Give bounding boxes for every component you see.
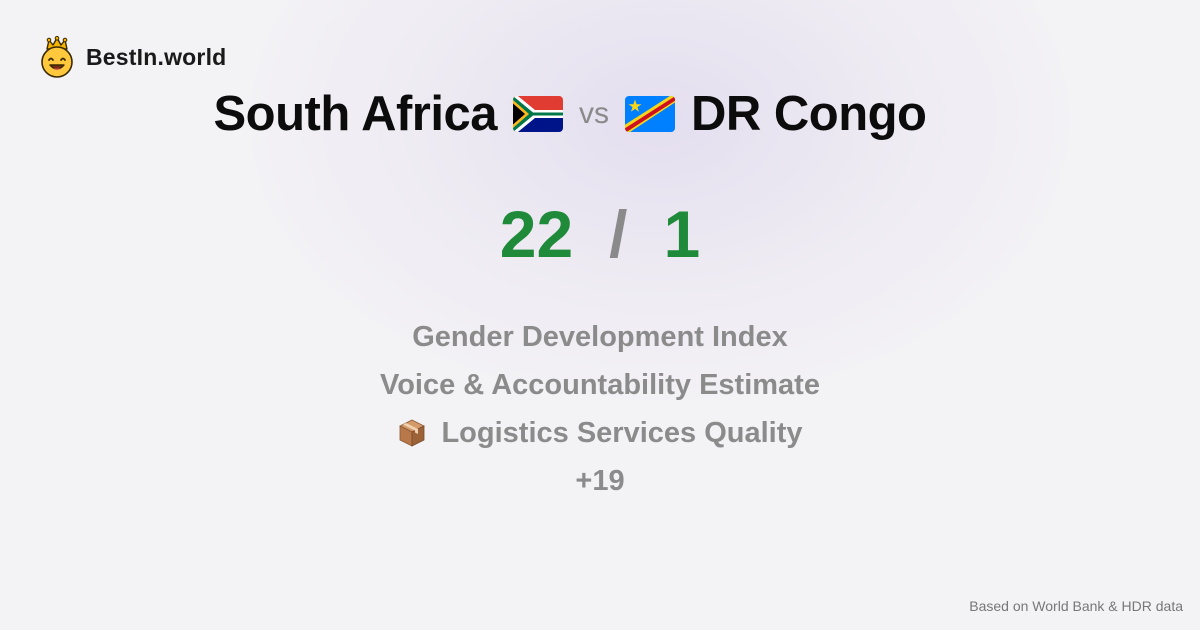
metric-label: Logistics Services Quality [441, 416, 803, 449]
comparison-title: South Africa vs DR Congo [0, 86, 1140, 142]
crowned-smiley-icon [41, 36, 73, 78]
metric-label: +19 [575, 464, 625, 497]
metric-item: Voice & Accountability Estimate [380, 361, 820, 409]
metrics-list: Gender Development Index Voice & Account… [0, 313, 1200, 505]
vs-label: vs [578, 97, 609, 130]
metric-more-count: +19 [575, 457, 624, 505]
score: 22 / 1 [0, 196, 1200, 272]
data-source-note: Based on World Bank & HDR data [969, 598, 1183, 614]
score-separator: / [609, 197, 628, 271]
metric-label: Voice & Accountability Estimate [380, 368, 820, 401]
score-country-a: 22 [499, 197, 574, 271]
brand-name: BestIn.world [86, 43, 227, 70]
metric-item: Logistics Services Quality [397, 409, 803, 457]
brand[interactable]: BestIn.world [38, 36, 226, 78]
south-africa-flag-icon [512, 96, 563, 132]
country-b-name: DR Congo [690, 87, 927, 141]
metric-item: Gender Development Index [412, 313, 788, 361]
package-icon [399, 419, 426, 447]
country-a-name: South Africa [213, 87, 498, 141]
dr-congo-flag-icon [624, 96, 675, 132]
metric-label: Gender Development Index [412, 320, 788, 353]
score-country-b: 1 [663, 197, 701, 271]
